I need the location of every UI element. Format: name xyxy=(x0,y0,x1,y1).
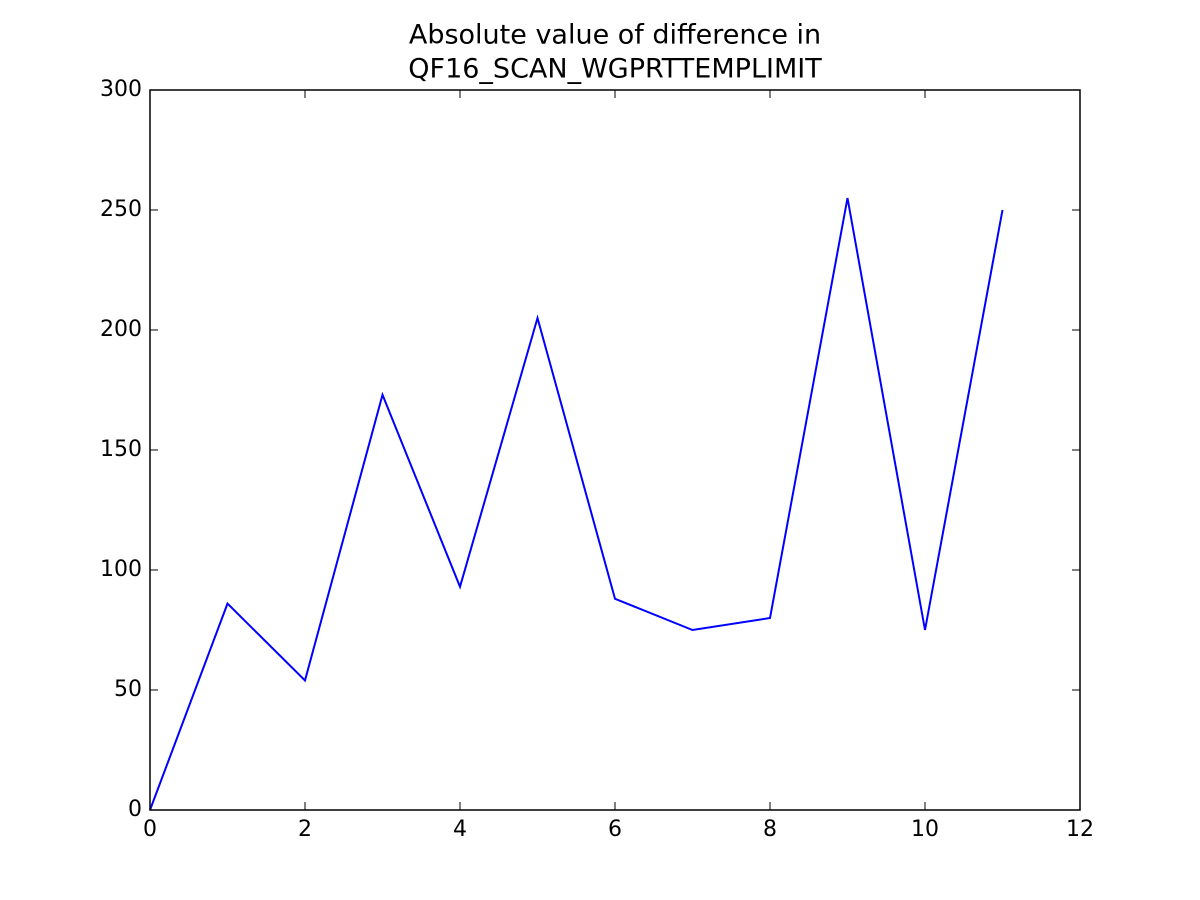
x-tick-label: 6 xyxy=(608,817,622,842)
y-tick-label: 0 xyxy=(128,797,142,822)
data-line xyxy=(149,197,1004,811)
y-tick-label: 250 xyxy=(100,197,142,222)
chart-title: Absolute value of difference in xyxy=(409,20,821,51)
y-tick-label: 100 xyxy=(100,557,142,582)
y-tick-label: 200 xyxy=(100,317,142,342)
y-tick-label: 300 xyxy=(100,77,142,102)
chart-title: QF16_SCAN_WGPRTTEMPLIMIT xyxy=(408,54,822,85)
x-tick-label: 4 xyxy=(453,817,467,842)
x-tick-label: 12 xyxy=(1066,817,1094,842)
plot-frame xyxy=(149,89,1081,811)
x-tick-label: 2 xyxy=(298,817,312,842)
y-tick-label: 50 xyxy=(114,677,142,702)
x-tick-label: 0 xyxy=(143,817,157,842)
x-tick-label: 10 xyxy=(911,817,939,842)
x-tick-label: 8 xyxy=(763,817,777,842)
y-tick-label: 150 xyxy=(100,437,142,462)
